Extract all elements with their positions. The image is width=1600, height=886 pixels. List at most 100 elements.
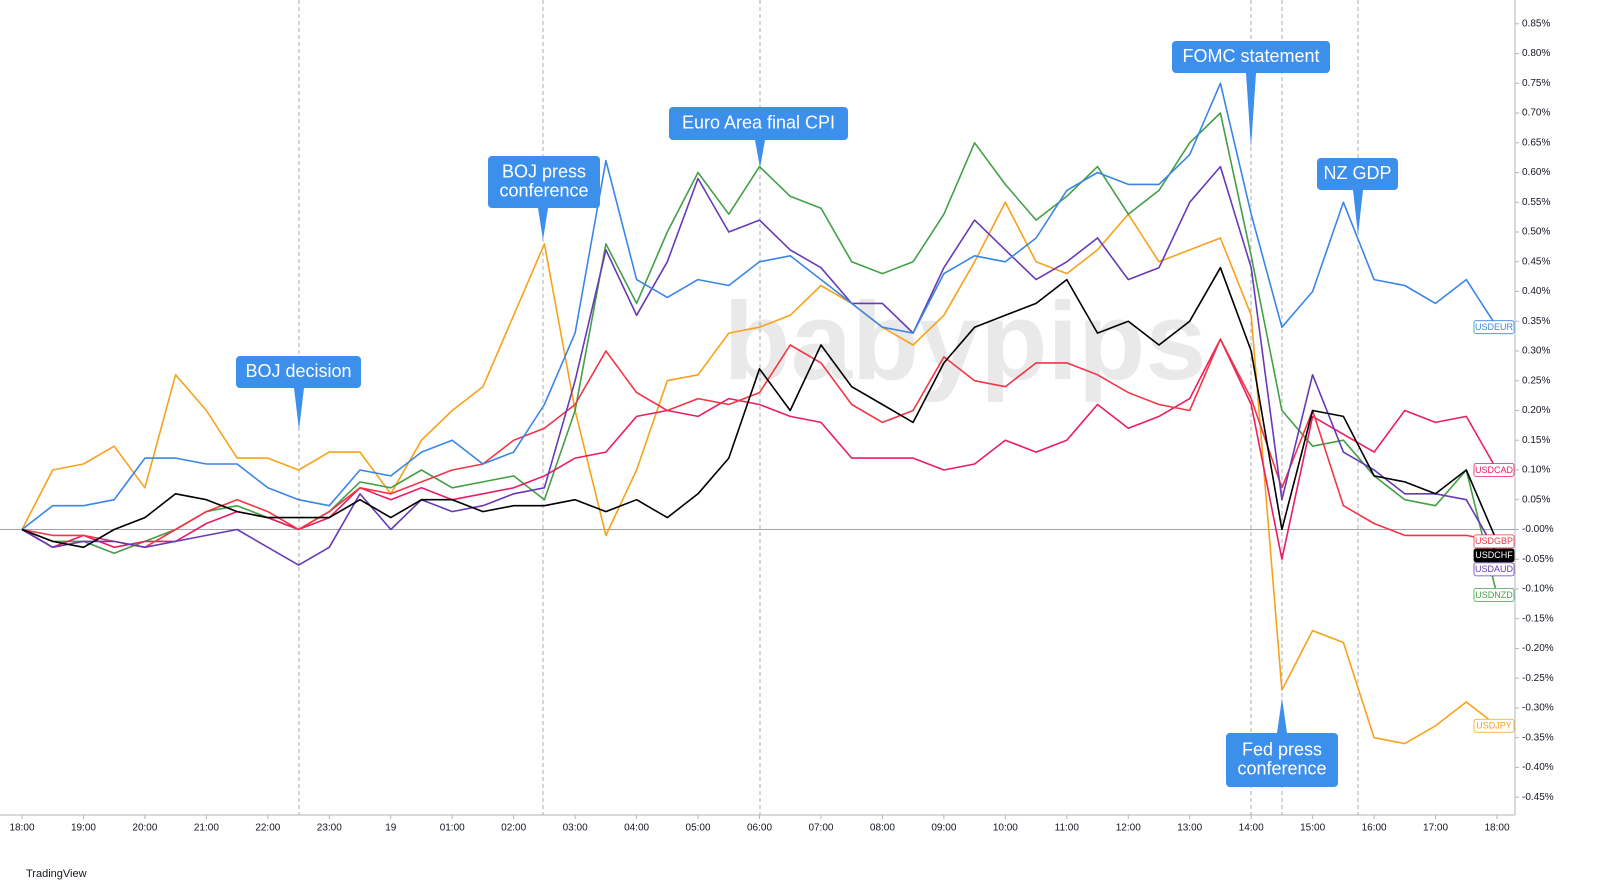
y-tick-label: 0.65% [1522,137,1550,148]
y-tick-label: 0.15% [1522,435,1550,446]
series-tag-box [1473,562,1515,577]
annotation-pointer [538,208,548,240]
series-tag-label: USDJPY [1476,721,1512,731]
x-tick-label: 14:00 [1239,823,1264,834]
x-tick-label: 17:00 [1423,823,1448,834]
y-tick-label: 0.10% [1522,465,1550,476]
x-tick-label: 21:00 [194,823,219,834]
y-tick-label: 0.70% [1522,108,1550,119]
annotation: BOJ decision [236,356,361,430]
series-tag-label: USDAUD [1475,564,1514,574]
annotation-text: NZ GDP [1323,163,1391,183]
series-tag-label: USDCAD [1475,465,1514,475]
annotation-text: FOMC statement [1182,46,1319,66]
y-tick-label: 0.85% [1522,18,1550,29]
series-tag-box [1473,718,1515,733]
annotation-text: conference [1237,758,1326,778]
series-tag-box [1473,534,1515,549]
annotation: FOMC statement [1172,41,1330,148]
y-tick-label: -0.20% [1522,643,1554,654]
y-tick-label: 0.55% [1522,197,1550,208]
x-tick-label: 05:00 [686,823,711,834]
y-tick-label: -0.45% [1522,792,1554,803]
y-tick-label: 0.45% [1522,256,1550,267]
y-tick-label: 0.20% [1522,405,1550,416]
series-tag-box [1473,548,1515,563]
series-tag: USDCHF [1473,548,1515,563]
y-tick-label: 0.30% [1522,346,1550,357]
annotation-box [488,156,600,208]
series-tag: USDNZD [1473,587,1515,602]
series-tag: USDGBP [1473,534,1515,549]
y-tick-label: -0.25% [1522,673,1554,684]
series-line [21,165,1498,566]
annotation-pointer [755,140,765,168]
annotation-text: Euro Area final CPI [682,112,835,132]
x-tick-label: 07:00 [808,823,833,834]
x-tick-label: 08:00 [870,823,895,834]
x-tick-label: 04:00 [624,823,649,834]
x-tick-label: 16:00 [1362,823,1387,834]
x-tick-label: 23:00 [317,823,342,834]
y-tick-label: -0.40% [1522,762,1554,773]
x-tick-label: 11:00 [1055,823,1080,834]
series-tag: USDCAD [1473,463,1515,477]
series-tag-box [1473,587,1515,602]
series-line [21,266,1498,549]
x-tick-label: 10:00 [993,823,1018,834]
x-tick-label: 18:00 [1484,823,1509,834]
y-tick-label: -0.10% [1522,584,1554,595]
annotation-pointer [1353,190,1363,235]
annotation-text: conference [499,180,588,200]
x-tick-label: 19 [385,823,397,834]
annotation-pointer [1277,698,1287,733]
series-tag-box [1473,320,1515,335]
y-tick-label: -0.15% [1522,613,1554,624]
y-tick-label: 0.75% [1522,78,1550,89]
series-tag-label: USDNZD [1475,590,1513,600]
annotation-text: BOJ press [502,161,586,181]
annotation-box [1317,158,1398,190]
series-line [21,338,1498,549]
series-tag-label: USDCHF [1475,550,1513,560]
annotation-box [236,356,361,388]
y-tick-label: -0.05% [1522,554,1554,565]
annotation-text: BOJ decision [245,361,351,381]
annotation-pointer [1246,73,1256,148]
annotation-text: Fed press [1242,739,1322,759]
x-tick-label: 15:00 [1300,823,1325,834]
x-tick-label: 20:00 [132,823,157,834]
series-tag-label: USDEUR [1475,322,1514,332]
y-tick-label: -0.00% [1522,524,1554,535]
x-tick-label: 13:00 [1177,823,1202,834]
series-tag-box [1473,463,1515,477]
y-tick-label: 0.40% [1522,286,1550,297]
annotation-box [669,107,848,140]
y-tick-label: 0.05% [1522,494,1550,505]
series-tag-label: USDGBP [1475,536,1513,546]
annotation: Euro Area final CPI [669,107,848,168]
y-tick-label: 0.50% [1522,227,1550,238]
annotation-pointer [294,388,304,430]
series-tag: USDEUR [1473,320,1515,335]
annotation-box [1172,41,1330,73]
x-tick-label: 19:00 [71,823,96,834]
y-tick-label: -0.35% [1522,732,1554,743]
annotation-box [1226,733,1338,787]
annotation: NZ GDP [1317,158,1398,235]
x-tick-label: 18:00 [9,823,34,834]
y-tick-label: -0.30% [1522,703,1554,714]
footer: TradingView [26,868,87,880]
y-tick-label: 0.25% [1522,375,1550,386]
series-line [21,201,1498,745]
x-tick-label: 03:00 [563,823,588,834]
x-tick-label: 01:00 [440,823,465,834]
series-tag: USDAUD [1473,562,1515,577]
x-tick-label: 02:00 [501,823,526,834]
watermark: babypips [724,280,1207,403]
series-line [21,82,1498,531]
y-tick-label: 0.60% [1522,167,1550,178]
y-tick-label: 0.35% [1522,316,1550,327]
